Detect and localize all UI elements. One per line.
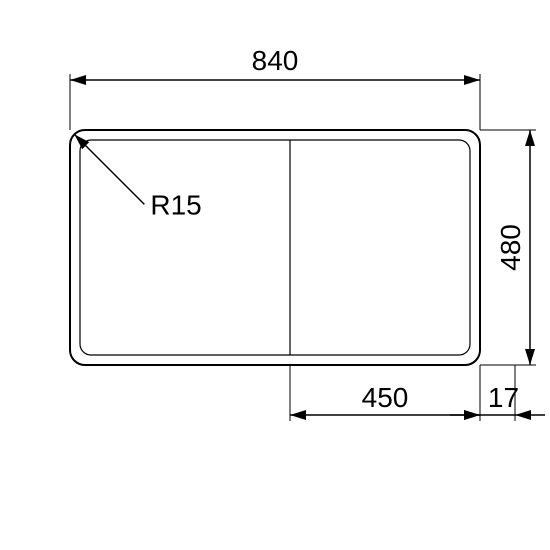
dim-top-label: 840	[252, 45, 299, 76]
radius-label: R15	[150, 189, 201, 220]
dim-gap-label: 17	[488, 382, 519, 413]
dim-right-label: 480	[495, 224, 526, 271]
dim-bottom-label: 450	[362, 382, 409, 413]
sink-inner-edge	[80, 140, 470, 355]
sink-outline	[70, 130, 480, 365]
